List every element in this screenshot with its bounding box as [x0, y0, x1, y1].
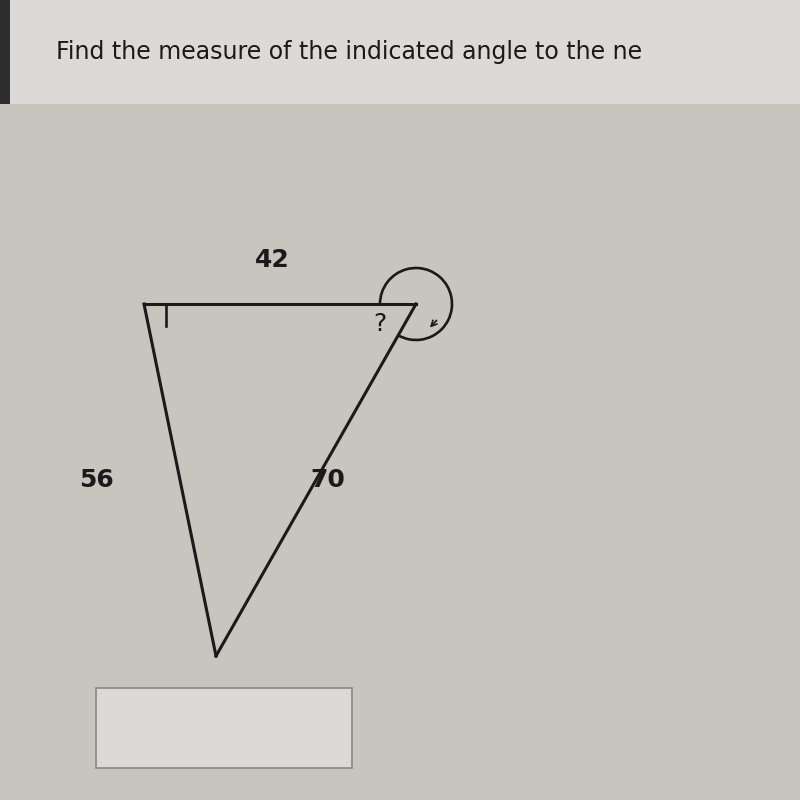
Text: 56: 56: [78, 468, 114, 492]
Text: ?: ?: [374, 312, 386, 336]
Text: Find the measure of the indicated angle to the ne: Find the measure of the indicated angle …: [56, 40, 642, 64]
FancyBboxPatch shape: [0, 0, 800, 104]
Text: 42: 42: [254, 248, 290, 272]
FancyBboxPatch shape: [0, 0, 10, 104]
FancyBboxPatch shape: [96, 688, 352, 768]
Text: 70: 70: [310, 468, 346, 492]
